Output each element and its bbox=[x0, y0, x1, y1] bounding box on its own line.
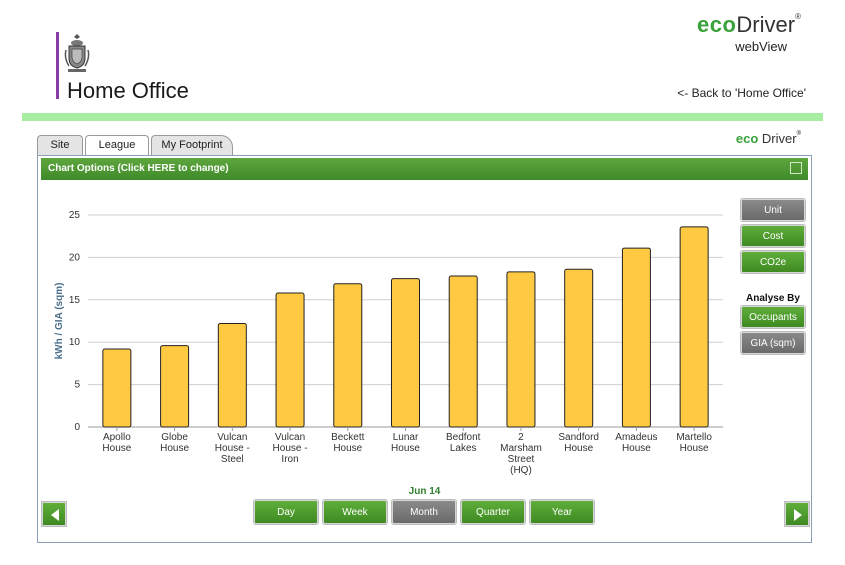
x-tick-label: House bbox=[391, 443, 420, 454]
bar bbox=[564, 268, 594, 428]
cost-button[interactable]: Cost bbox=[741, 225, 805, 247]
bar bbox=[160, 345, 190, 428]
period-year-button[interactable]: Year bbox=[530, 500, 594, 524]
bar bbox=[621, 247, 651, 428]
x-tick-label: Apollo bbox=[103, 432, 131, 443]
next-period-button[interactable] bbox=[785, 502, 809, 526]
x-tick-label: Lunar bbox=[393, 432, 419, 443]
x-tick-label: House bbox=[102, 443, 131, 454]
y-axis-label: kWh / GIA (sqm) bbox=[54, 283, 65, 360]
period-quarter-button[interactable]: Quarter bbox=[461, 500, 525, 524]
x-tick-label: House bbox=[622, 443, 651, 454]
tab-site[interactable]: Site bbox=[37, 135, 83, 156]
x-tick-label: Marsham bbox=[500, 443, 542, 454]
x-tick-label: Globe bbox=[161, 432, 188, 443]
bar bbox=[391, 278, 420, 428]
header-accent-bar bbox=[56, 32, 59, 99]
brand-small-driver: Driver bbox=[761, 131, 797, 146]
org-title: Home Office bbox=[67, 78, 189, 103]
bar bbox=[333, 283, 363, 428]
chart-options-bar[interactable]: Chart Options (Click HERE to change) bbox=[41, 158, 808, 180]
crest-icon bbox=[64, 34, 90, 72]
period-week-button[interactable]: Week bbox=[323, 500, 387, 524]
occupants-button[interactable]: Occupants bbox=[741, 306, 805, 328]
arrow-left-icon bbox=[51, 509, 59, 521]
x-tick-label: Steel bbox=[221, 454, 244, 465]
x-tick-label: Amadeus bbox=[615, 432, 657, 443]
brand-reg: ® bbox=[795, 12, 801, 21]
brand-driver: Driver bbox=[736, 12, 796, 37]
period-month-button[interactable]: Month bbox=[392, 500, 456, 524]
x-tick-label: House - bbox=[273, 443, 308, 454]
x-tick-label: Martello bbox=[676, 432, 712, 443]
x-tick-label: Beckett bbox=[331, 432, 365, 443]
unit-button[interactable]: Unit bbox=[741, 199, 805, 221]
analyse-by-label: Analyse By bbox=[746, 293, 800, 304]
previous-period-button[interactable] bbox=[42, 502, 66, 526]
x-tick-label: Street bbox=[508, 454, 535, 465]
tab-league[interactable]: League bbox=[85, 135, 149, 157]
collapse-icon[interactable] bbox=[790, 162, 802, 174]
x-tick-label: House bbox=[680, 443, 709, 454]
brand-sub: webView bbox=[735, 39, 787, 54]
header-divider bbox=[22, 113, 823, 121]
x-tick-label: 2 bbox=[518, 432, 524, 443]
y-tick-label: 10 bbox=[69, 337, 81, 348]
bar bbox=[275, 292, 305, 428]
y-tick-label: 5 bbox=[74, 380, 80, 391]
bar bbox=[217, 323, 247, 428]
x-tick-label: House - bbox=[215, 443, 250, 454]
x-tick-label: (HQ) bbox=[510, 465, 532, 476]
bar bbox=[506, 271, 536, 428]
tab-my-footprint[interactable]: My Footprint bbox=[151, 135, 233, 156]
ecodriver-logo-small: eco Driver® bbox=[736, 131, 801, 146]
y-tick-label: 0 bbox=[74, 422, 80, 433]
brand-eco: eco bbox=[697, 12, 737, 37]
period-label: Jun 14 bbox=[408, 486, 441, 497]
y-tick-label: 20 bbox=[69, 252, 81, 263]
bar bbox=[102, 348, 132, 428]
bar bbox=[679, 226, 709, 428]
co2e-button[interactable]: CO2e bbox=[741, 251, 805, 273]
x-tick-label: Bedfont bbox=[446, 432, 481, 443]
ecodriver-logo: ecoDriver® webView bbox=[697, 12, 801, 54]
y-tick-label: 15 bbox=[69, 295, 81, 306]
brand-small-eco: eco bbox=[735, 131, 759, 146]
x-tick-label: House bbox=[160, 443, 189, 454]
x-tick-label: Sandford bbox=[558, 432, 599, 443]
gia-button[interactable]: GIA (sqm) bbox=[741, 332, 805, 354]
x-tick-label: Vulcan bbox=[217, 432, 247, 443]
x-tick-label: House bbox=[564, 443, 593, 454]
y-tick-label: 25 bbox=[69, 210, 81, 221]
bar bbox=[448, 275, 478, 428]
x-tick-label: Lakes bbox=[450, 443, 477, 454]
x-tick-label: Iron bbox=[281, 454, 298, 465]
back-link[interactable]: <- Back to 'Home Office' bbox=[677, 86, 806, 100]
x-tick-label: House bbox=[333, 443, 362, 454]
arrow-right-icon bbox=[794, 509, 802, 521]
period-day-button[interactable]: Day bbox=[254, 500, 318, 524]
x-tick-label: Vulcan bbox=[275, 432, 305, 443]
chart-options-label: Chart Options (Click HERE to change) bbox=[48, 163, 229, 174]
chart-panel: Chart Options (Click HERE to change) 0 5 1… bbox=[37, 155, 812, 543]
brand-small-reg: ® bbox=[796, 131, 801, 137]
